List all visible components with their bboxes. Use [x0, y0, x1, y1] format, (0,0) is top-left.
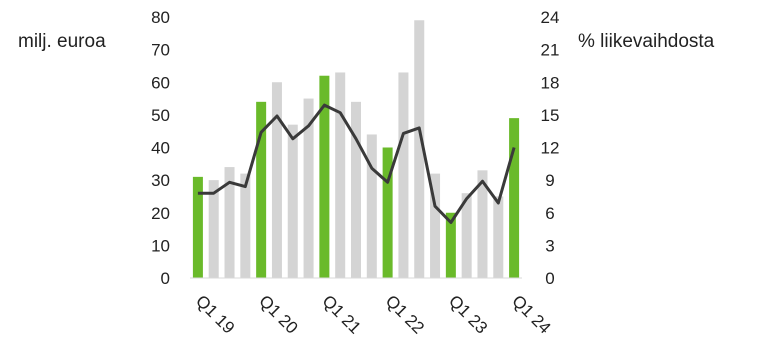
left-axis-ticks: 0 10 20 30 40 50 60 70 80 — [151, 8, 170, 288]
bar — [335, 72, 346, 279]
bar-highlight — [256, 101, 267, 278]
bar — [240, 173, 251, 278]
left-tick-label: 60 — [151, 73, 170, 92]
ratio-line — [197, 103, 516, 224]
left-tick-label: 50 — [151, 106, 170, 125]
left-tick-label: 70 — [151, 41, 170, 60]
bar-highlight — [382, 147, 393, 278]
x-tick-label: Q1 22 — [382, 291, 428, 337]
right-tick-label: 15 — [541, 106, 560, 125]
bar-series — [192, 20, 520, 279]
left-tick-label: 10 — [151, 236, 170, 255]
bar — [224, 167, 235, 278]
bar-highlight — [445, 212, 456, 278]
bar — [430, 173, 441, 278]
x-tick-label: Q1 21 — [319, 291, 365, 337]
left-tick-label: 30 — [151, 171, 170, 190]
bar — [414, 20, 425, 278]
right-tick-label: 6 — [545, 204, 554, 223]
bar — [398, 72, 409, 279]
right-axis-ticks: 0 3 6 9 12 15 18 21 24 — [541, 8, 560, 288]
bar-highlight — [192, 176, 203, 278]
bar — [477, 170, 488, 278]
left-tick-label: 0 — [161, 269, 170, 288]
bar-highlight — [509, 118, 520, 278]
bar — [271, 82, 282, 278]
x-tick-label: Q1 24 — [508, 291, 554, 337]
bar — [208, 180, 219, 278]
bar — [351, 101, 361, 278]
right-tick-label: 24 — [541, 8, 560, 27]
x-tick-label: Q1 23 — [445, 291, 491, 337]
bar — [366, 134, 377, 278]
right-axis-title: % liikevaihdosta — [578, 31, 715, 52]
right-tick-label: 3 — [545, 236, 554, 255]
left-axis-title: milj. euroa — [18, 31, 106, 52]
bar — [287, 124, 298, 278]
left-tick-label: 20 — [151, 204, 170, 223]
right-tick-label: 9 — [545, 171, 554, 190]
right-tick-label: 18 — [541, 73, 560, 92]
left-tick-label: 40 — [151, 139, 170, 158]
bar — [493, 196, 504, 278]
bar — [303, 98, 314, 278]
bar — [461, 193, 472, 278]
left-tick-label: 80 — [151, 8, 170, 27]
right-tick-label: 12 — [541, 139, 560, 158]
x-axis-labels: Q1 19 Q1 20 Q1 21 Q1 22 Q1 23 Q1 24 — [192, 291, 554, 337]
right-tick-label: 21 — [541, 41, 560, 60]
x-tick-label: Q1 19 — [192, 291, 238, 337]
bar-highlight — [319, 75, 330, 278]
right-tick-label: 0 — [545, 269, 554, 288]
x-tick-label: Q1 20 — [255, 291, 301, 337]
